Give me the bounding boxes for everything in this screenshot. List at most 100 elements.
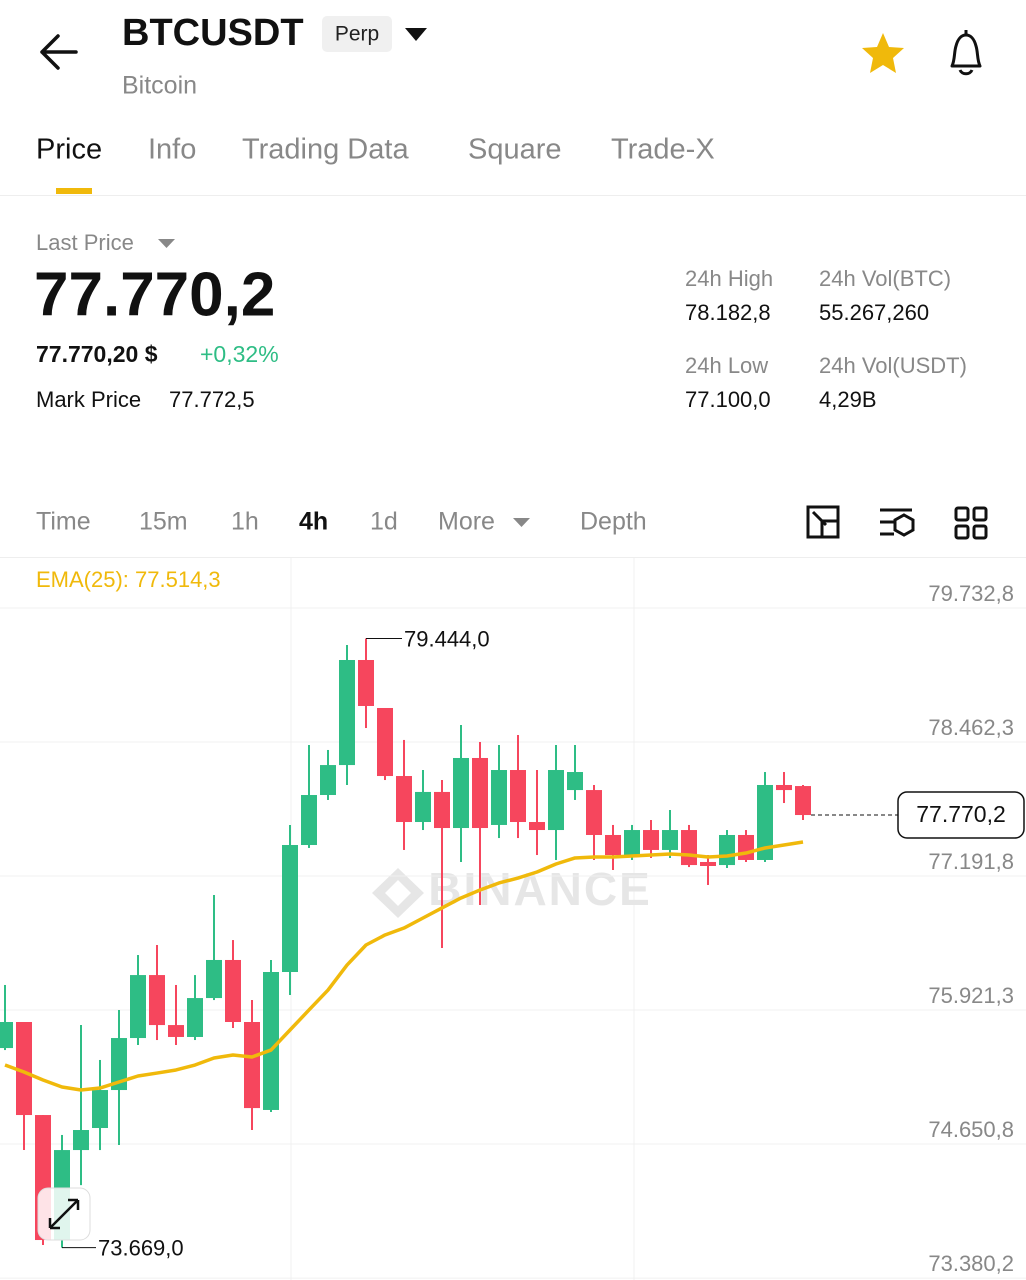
candle-body [244, 1021, 260, 1109]
candle-body [225, 959, 241, 1022]
usd-price: 77.770,20 $ [36, 341, 158, 367]
expand-icon[interactable] [48, 1198, 80, 1230]
ema-line [4, 840, 804, 1092]
interval[interactable]: Time [36, 508, 91, 536]
candle-body [149, 975, 165, 1026]
candle-body [73, 1130, 89, 1151]
candle-body [776, 784, 792, 791]
stat-label: 24h Low [685, 353, 768, 378]
interval[interactable]: Depth [580, 508, 647, 536]
y-tick-label: 78.462,3 [928, 715, 1014, 740]
candle-body [643, 830, 659, 850]
watermark-logo [372, 868, 424, 918]
grid-icon[interactable] [954, 506, 970, 522]
candle-body [263, 972, 279, 1110]
candle-body [301, 795, 317, 846]
low-marker-label: 73.669,0 [98, 1235, 184, 1260]
candle-body [130, 975, 146, 1039]
candle-body [453, 757, 469, 829]
candle-body [700, 861, 716, 866]
tab[interactable]: Price [36, 134, 102, 166]
tab[interactable]: Info [148, 134, 196, 166]
y-tick-label: 79.732,8 [928, 581, 1014, 606]
stat-label: 24h Vol(BTC) [819, 266, 951, 291]
stat-label: 24h High [685, 266, 773, 291]
y-tick-label: 74.650,8 [928, 1117, 1014, 1142]
candle-body [719, 834, 735, 866]
stat-value: 55.267,260 [819, 300, 929, 325]
interval[interactable]: More [438, 508, 495, 536]
interval[interactable]: 15m [139, 508, 188, 536]
candle-body [92, 1090, 108, 1129]
candle-body [111, 1038, 127, 1091]
tool-icon-part [811, 510, 828, 527]
candle-body [415, 791, 431, 823]
candle-body [586, 790, 602, 835]
candle-body [16, 1021, 32, 1116]
y-tick-label: 75.921,3 [928, 983, 1014, 1008]
favorite-star[interactable] [862, 33, 904, 73]
last-price-label[interactable]: Last Price [36, 230, 134, 255]
candle-body [548, 770, 564, 831]
tab[interactable]: Trading Data [242, 134, 409, 166]
y-tick-label: 77.191,8 [928, 849, 1014, 874]
grid-icon-part [972, 524, 988, 540]
candle-body [795, 786, 811, 816]
price-tag [897, 791, 1025, 839]
symbol-title[interactable]: BTCUSDT [122, 12, 304, 54]
last-price-dropdown[interactable] [158, 239, 175, 248]
candle-body [434, 791, 450, 829]
tool-icon[interactable] [880, 508, 912, 536]
high-marker-label: 79.444,0 [404, 626, 490, 651]
active-tab-indicator [56, 188, 92, 194]
interval[interactable]: 4h [299, 508, 328, 536]
candle-body [738, 834, 754, 860]
candle-body [206, 959, 222, 999]
candle-body [282, 845, 298, 973]
mark-price-label: Mark Price [36, 387, 141, 412]
y-tick-label: 73.380,2 [928, 1251, 1014, 1276]
symbol-dropdown[interactable] [405, 28, 427, 41]
candle-body [491, 770, 507, 825]
stat-label: 24h Vol(USDT) [819, 353, 967, 378]
badge-bg [322, 16, 392, 52]
tab[interactable]: Trade-X [611, 134, 715, 166]
candle-body [681, 830, 697, 866]
candle-body [472, 757, 488, 829]
candle-body [624, 830, 640, 856]
candle-body [396, 776, 412, 823]
badge: Perp [335, 23, 379, 46]
interval[interactable]: 1h [231, 508, 259, 536]
price-tag-label: 77.770,2 [916, 801, 1006, 827]
stat-value: 78.182,8 [685, 300, 771, 325]
back-button[interactable] [40, 34, 78, 70]
last-price: 77.770,2 [34, 260, 275, 329]
candle-body [377, 707, 393, 777]
candle-body [358, 659, 374, 706]
grid-icon-part [954, 524, 970, 540]
alert-bell[interactable] [950, 33, 982, 76]
interval[interactable]: 1d [370, 508, 398, 536]
price-change: +0,32% [200, 341, 279, 367]
grid-icon-part [972, 506, 988, 522]
candle-body [605, 834, 621, 856]
candle-body [529, 822, 545, 831]
candle-body [187, 998, 203, 1037]
candle-body [662, 830, 678, 850]
back-arrow[interactable] [40, 34, 78, 70]
stat-value: 77.100,0 [685, 387, 771, 412]
chart-tools [806, 505, 988, 540]
candle-body [339, 659, 355, 766]
candle-body [0, 1021, 13, 1049]
candle-body [567, 772, 583, 791]
subtitle: Bitcoin [122, 72, 197, 100]
candle-body [510, 770, 526, 823]
more-dropdown[interactable] [513, 518, 530, 527]
mark-price: 77.772,5 [169, 387, 255, 412]
candle-body [320, 765, 336, 796]
ema-label: EMA(25): 77.514,3 [36, 567, 221, 592]
candle-body [757, 784, 773, 860]
stat-value: 4,29B [819, 387, 877, 412]
tab[interactable]: Square [468, 134, 562, 166]
